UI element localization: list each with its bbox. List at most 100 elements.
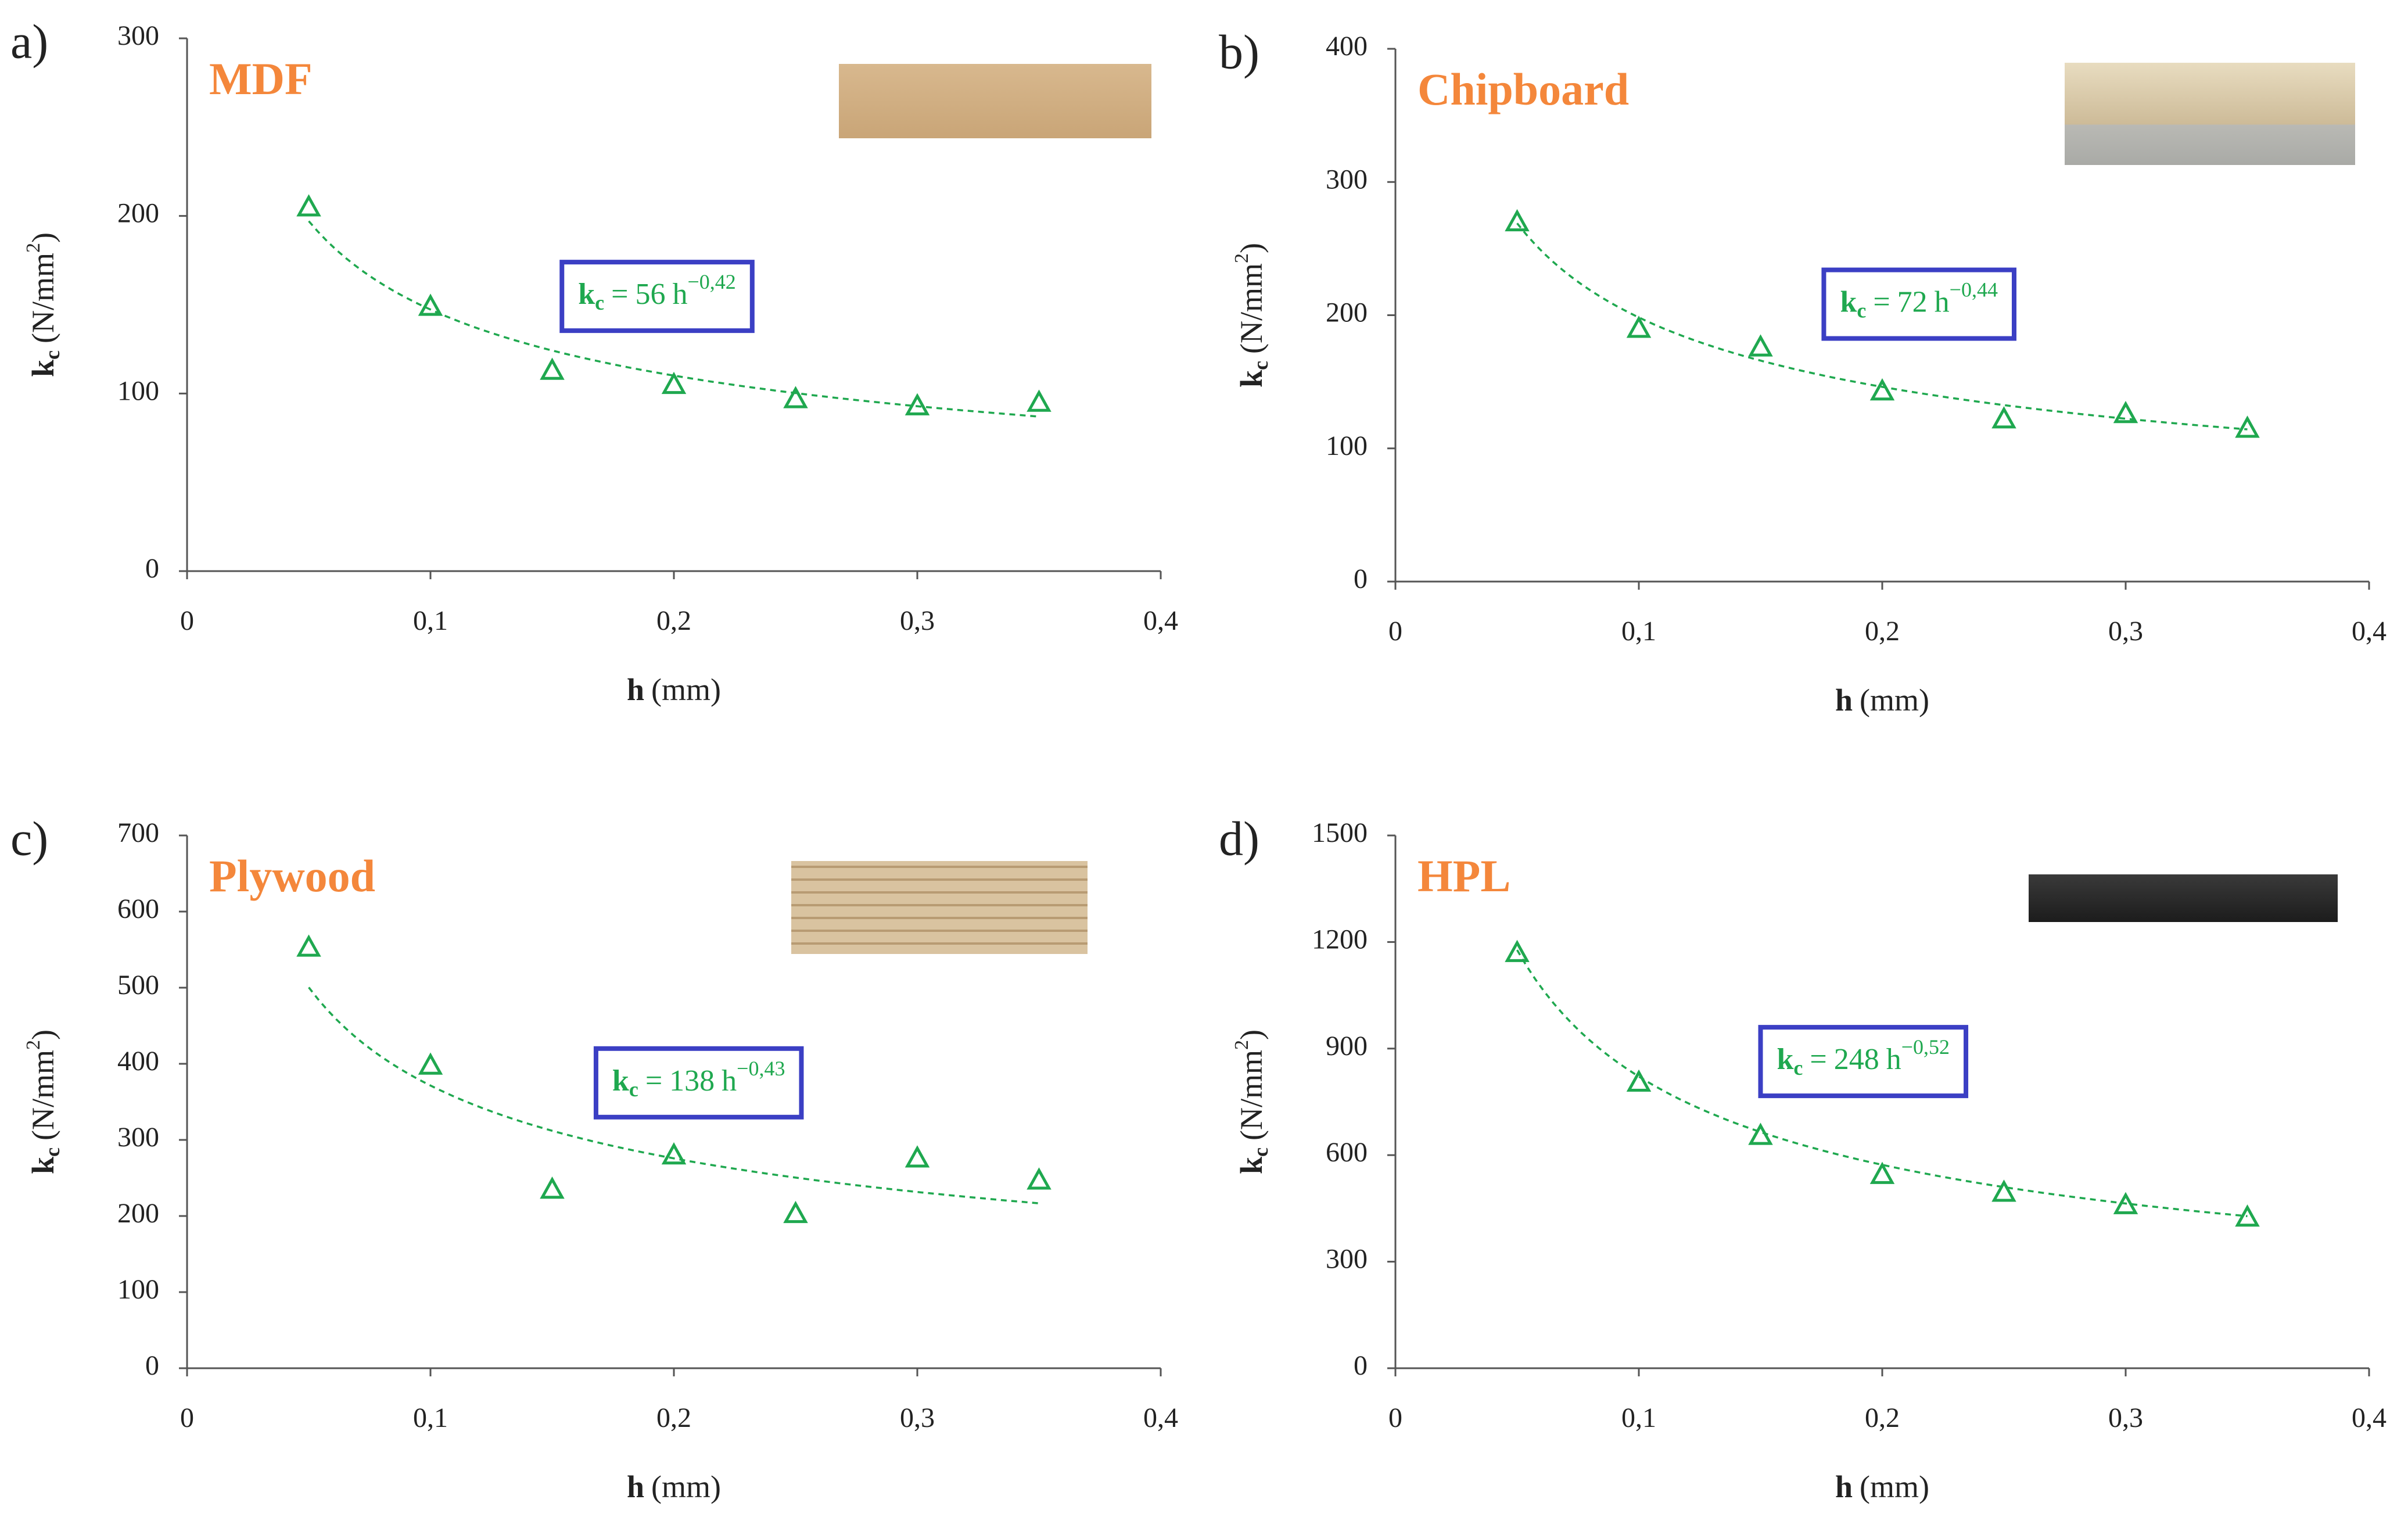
- eq-var: h: [1886, 1043, 1901, 1076]
- data-point: [2235, 1204, 2260, 1227]
- data-point: [418, 293, 443, 316]
- x-tick-label: 0,3: [900, 605, 935, 636]
- y-tick-label: 600: [117, 894, 159, 924]
- x-label-symbol: h: [1835, 1469, 1853, 1504]
- eq-coefficient: 138: [669, 1064, 715, 1097]
- fit-curve: [1516, 223, 2248, 431]
- chart-title: MDF: [209, 53, 313, 104]
- y-label-sub: c: [41, 350, 64, 360]
- x-label-unit: (mm): [651, 672, 721, 707]
- y-label-unit: (N/mm: [1234, 263, 1269, 354]
- eq-symbol: k: [1777, 1043, 1794, 1076]
- eq-sub: c: [629, 1078, 638, 1101]
- eq-var: h: [1935, 285, 1950, 318]
- eq-coefficient: 72: [1897, 285, 1928, 318]
- y-tick-label: 100: [117, 1274, 159, 1305]
- eq-sub: c: [1793, 1056, 1803, 1079]
- y-axis-title: kc (N/mm2): [1231, 243, 1272, 388]
- sample-photo: [839, 64, 1151, 138]
- y-tick-label: 300: [117, 20, 159, 51]
- eq-sub: c: [595, 291, 604, 314]
- x-tick-label: 0,4: [1143, 1403, 1178, 1433]
- sample-photo: [791, 861, 1088, 954]
- data-point: [2235, 415, 2260, 438]
- x-label-unit: (mm): [1860, 683, 1929, 718]
- data-point: [1027, 1167, 1052, 1190]
- x-label-symbol: h: [627, 1469, 644, 1504]
- chart-title: Plywood: [209, 851, 375, 901]
- eq-sub: c: [1857, 299, 1866, 322]
- y-tick-label: 300: [1326, 1244, 1368, 1275]
- x-label-symbol: h: [1835, 683, 1853, 718]
- x-label-unit: (mm): [1860, 1469, 1929, 1504]
- y-label-sup: 2: [23, 1040, 44, 1050]
- y-label-close: ): [26, 1030, 60, 1040]
- x-axis-title: h (mm): [627, 672, 721, 707]
- eq-exponent: −0,43: [737, 1057, 785, 1080]
- y-tick-label: 0: [1354, 564, 1368, 594]
- panel: c) Plywood 0 100 200 300 400 500 600 700 0 0,1 0,2 0,…: [10, 812, 1178, 1504]
- y-label-symbol: k: [1234, 1157, 1269, 1174]
- y-tick-label: 900: [1326, 1031, 1368, 1061]
- x-tick-label: 0,4: [1143, 605, 1178, 636]
- data-point: [1748, 1122, 1773, 1145]
- data-point: [418, 1052, 443, 1075]
- y-tick-label: 600: [1326, 1137, 1368, 1168]
- y-tick-label: 700: [117, 817, 159, 848]
- x-tick-label: 0: [1388, 616, 1402, 647]
- chart-title: Chipboard: [1417, 64, 1629, 114]
- y-tick-label: 300: [1326, 164, 1368, 195]
- y-tick-label: 200: [117, 198, 159, 229]
- equation: kc = 56 h−0,42: [578, 270, 736, 314]
- x-axis-title: h (mm): [1835, 1469, 1929, 1504]
- x-axis-title: h (mm): [627, 1469, 721, 1504]
- y-label-unit: (N/mm: [1234, 1050, 1269, 1140]
- y-tick-label: 0: [145, 553, 159, 584]
- data-point: [783, 1200, 808, 1224]
- data-point: [1027, 389, 1052, 412]
- x-tick-label: 0,1: [1621, 616, 1656, 647]
- y-label-sub: c: [1249, 361, 1272, 370]
- y-tick-label: 0: [145, 1350, 159, 1381]
- y-label-close: ): [26, 232, 60, 243]
- y-label-unit: (N/mm: [26, 253, 60, 343]
- x-tick-label: 0: [1388, 1403, 1402, 1433]
- x-tick-label: 0,2: [656, 605, 691, 636]
- x-tick-label: 0: [180, 1403, 194, 1433]
- y-axis-title: kc (N/mm2): [23, 232, 64, 377]
- data-point: [1869, 1161, 1895, 1184]
- y-label-symbol: k: [1234, 370, 1269, 388]
- data-point: [661, 371, 687, 394]
- data-point: [1505, 209, 1530, 232]
- x-tick-label: 0,3: [2108, 616, 2143, 647]
- x-label-symbol: h: [627, 672, 644, 707]
- panel-label: c): [10, 812, 48, 866]
- data-point: [905, 1145, 930, 1168]
- eq-equals: =: [1810, 1043, 1826, 1076]
- y-tick-label: 0: [1354, 1350, 1368, 1381]
- panel-label: d): [1219, 812, 1259, 866]
- eq-exponent: −0,52: [1901, 1035, 1950, 1059]
- x-tick-label: 0,3: [2108, 1403, 2143, 1433]
- fit-curve: [1516, 949, 2248, 1218]
- eq-var: h: [722, 1064, 737, 1097]
- eq-symbol: k: [612, 1064, 629, 1097]
- data-point: [1869, 378, 1895, 401]
- data-point: [1748, 334, 1773, 357]
- data-point: [783, 386, 808, 408]
- y-label-symbol: k: [26, 1157, 60, 1174]
- eq-coefficient: 56: [635, 278, 665, 311]
- data-point: [540, 1177, 565, 1199]
- y-label-unit: (N/mm: [26, 1050, 60, 1140]
- eq-var: h: [672, 278, 687, 311]
- y-axis-title: kc (N/mm2): [23, 1030, 64, 1174]
- y-label-sup: 2: [1231, 1040, 1253, 1050]
- x-tick-label: 0,4: [2352, 616, 2387, 647]
- y-tick-label: 200: [1326, 297, 1368, 328]
- y-tick-label: 1200: [1312, 924, 1368, 955]
- x-tick-label: 0,2: [1865, 616, 1900, 647]
- data-point: [1626, 1069, 1652, 1092]
- y-tick-label: 200: [117, 1198, 159, 1229]
